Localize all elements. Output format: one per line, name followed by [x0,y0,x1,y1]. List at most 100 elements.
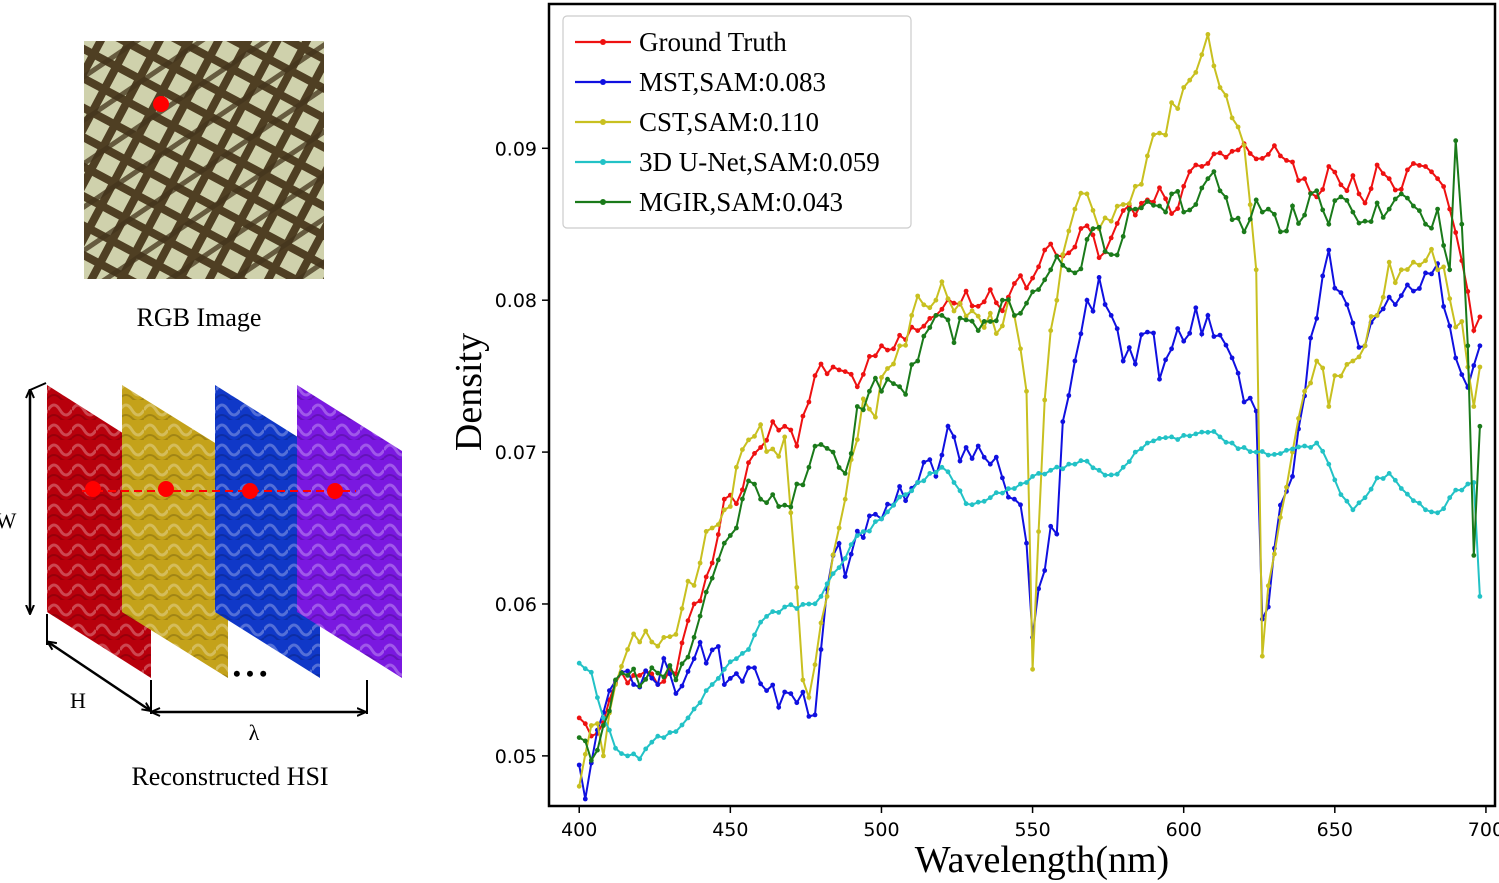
data-point [1314,188,1320,194]
data-point [595,747,600,753]
data-point [927,316,933,321]
data-point [1072,244,1078,250]
data-point [1417,262,1422,268]
data-point [1278,229,1283,235]
data-point [1453,138,1459,144]
data-point [782,502,788,508]
data-point [1290,474,1295,479]
data-point [1193,202,1199,207]
data-point [588,723,594,728]
data-point [1012,486,1017,491]
data-point [951,340,957,346]
data-point [1193,162,1199,168]
data-point [721,507,727,513]
data-point [1338,290,1344,295]
legend-marker [600,159,606,165]
data-point [1302,388,1307,394]
data-point [1060,419,1066,425]
data-point [1332,198,1338,204]
data-point [1338,373,1344,379]
data-point [1181,183,1187,189]
data-point [1223,195,1229,200]
data-point [1411,288,1416,294]
series-layer [576,32,1483,802]
data-point [945,296,951,302]
data-point [1326,221,1332,227]
data-point [1429,225,1434,231]
data-point [709,525,715,531]
data-point [582,751,588,757]
data-point [1139,181,1144,187]
data-point [1290,446,1295,452]
data-point [1435,206,1440,212]
data-point [1060,466,1066,472]
data-point [715,522,721,527]
data-point [667,634,673,640]
data-point [1157,185,1162,191]
data-point [625,680,630,686]
data-point [969,502,975,508]
data-point [673,729,679,734]
data-point [1441,243,1446,248]
data-point [1078,266,1084,272]
data-point [1163,196,1168,202]
data-point [1126,206,1132,212]
data-point [993,300,999,306]
data-point [1108,472,1114,478]
data-point [758,496,763,502]
data-point [1338,492,1344,497]
data-point [727,659,733,665]
data-point [1465,289,1471,294]
data-point [1247,395,1253,401]
data-point [1398,186,1404,192]
y-axis-label: Density [448,333,490,451]
data-point [1326,461,1332,467]
data-point [903,498,908,504]
data-point [764,449,769,454]
data-point [1405,491,1410,497]
data-point [1241,445,1247,450]
data-point [1229,217,1235,223]
data-point [1054,531,1060,537]
data-point [1048,467,1054,473]
data-point [715,532,721,537]
data-point [1314,316,1320,321]
data-point [830,552,836,558]
data-point [1066,267,1072,273]
data-point [1114,221,1120,226]
data-point [679,722,685,728]
data-point [915,480,921,485]
data-point [1151,330,1156,336]
data-point [1332,169,1338,175]
data-point [1314,358,1320,364]
x-tick-label: 400 [561,819,597,841]
data-point [1090,226,1096,232]
sample-point-1 [85,481,101,497]
data-point [746,665,751,671]
data-point [1253,197,1259,203]
data-point [1411,203,1416,209]
data-point [885,501,890,507]
data-point [1314,440,1320,446]
data-point [1344,198,1350,203]
data-point [1175,106,1181,111]
x-tick-label: 550 [1014,819,1050,841]
data-point [933,470,939,475]
data-point [1411,498,1416,504]
data-point [685,578,691,584]
data-point [1429,246,1434,252]
data-point [685,715,691,721]
data-point [619,751,624,756]
data-point [987,495,993,501]
data-point [1205,161,1211,166]
data-point [1060,252,1066,257]
data-point [746,437,751,443]
data-point [1175,206,1181,212]
data-point [764,500,769,506]
data-point [800,677,806,683]
data-point [1151,132,1156,138]
data-point [776,610,782,615]
data-point [1120,208,1126,214]
data-point [963,288,969,294]
legend-label: Ground Truth [639,27,787,57]
